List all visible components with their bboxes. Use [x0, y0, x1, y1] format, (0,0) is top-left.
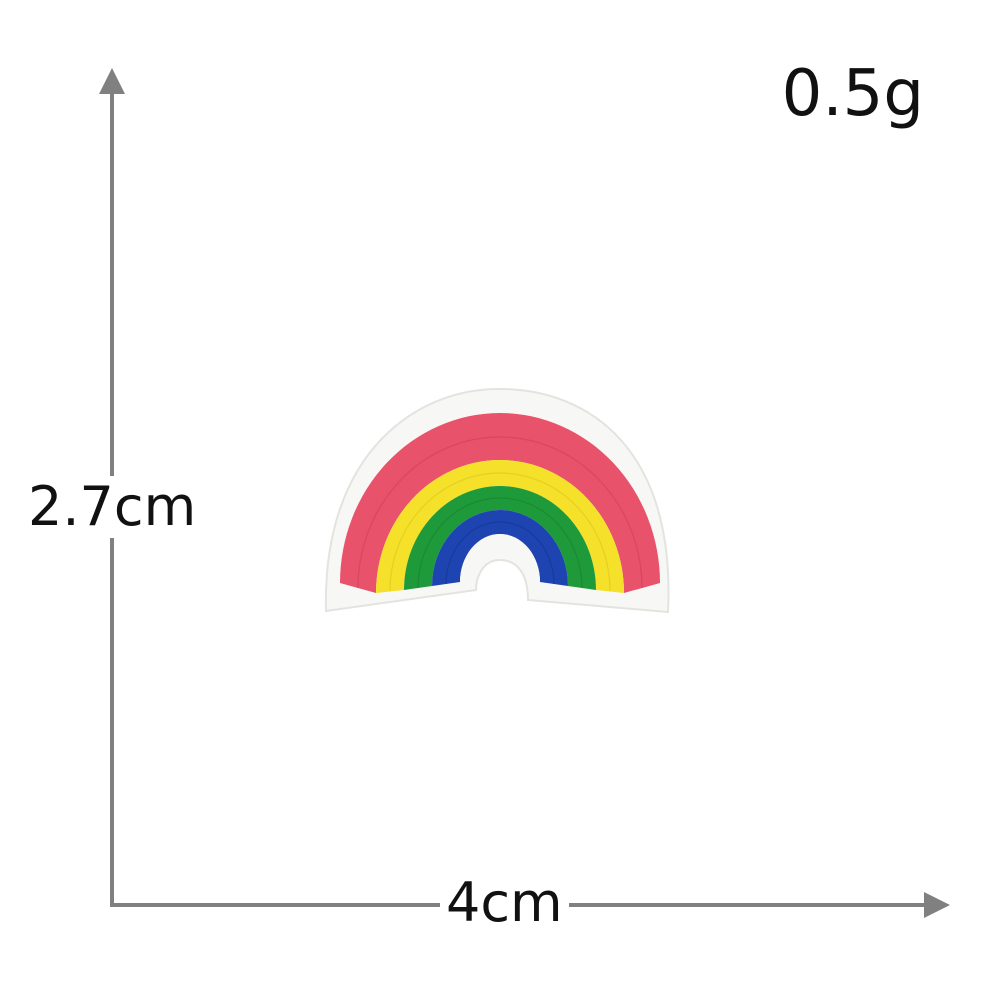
weight-label: 0.5g	[781, 57, 924, 131]
rainbow-band-blue	[432, 510, 568, 586]
rainbow-band-red	[340, 413, 660, 593]
rainbow-patch-icon	[324, 387, 670, 614]
width-arrow-icon	[924, 892, 950, 918]
height-label: 2.7cm	[28, 475, 197, 538]
height-arrow-icon	[99, 68, 125, 94]
patch-inner-arch	[460, 534, 540, 585]
rainbow-band-green	[404, 486, 596, 590]
stitch-texture	[357, 436, 643, 592]
width-label: 4cm	[440, 876, 569, 930]
rainbow-band-yellow	[376, 460, 624, 593]
